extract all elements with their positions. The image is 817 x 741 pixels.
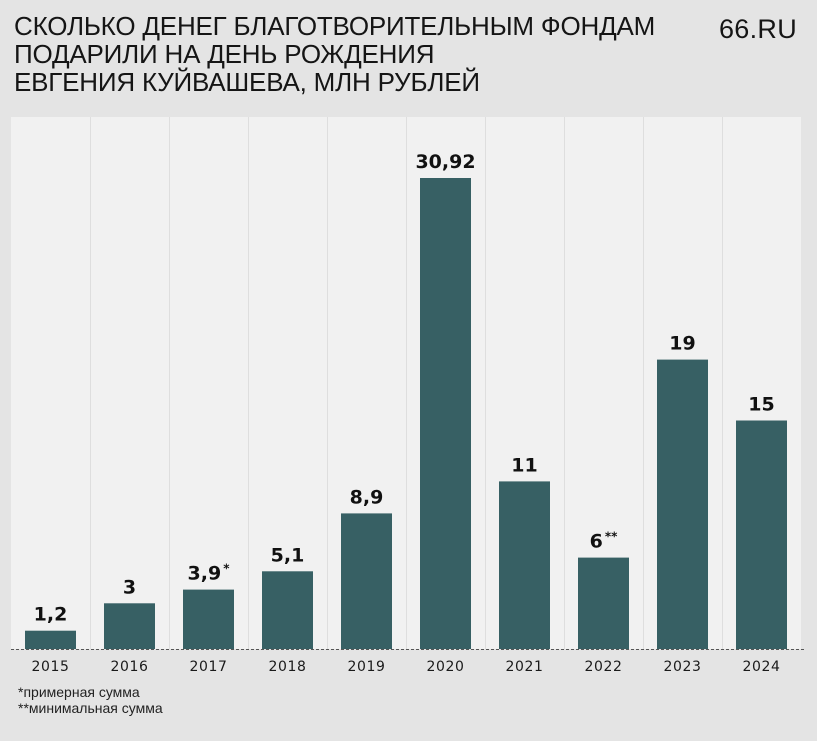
data-label-2019: 8,9: [350, 486, 384, 508]
footnote-mark: *: [223, 562, 230, 576]
data-label-2017: 3,9 *: [188, 562, 231, 585]
bar-2022: [578, 557, 629, 649]
data-label-value: 15: [748, 394, 774, 416]
x-tick-2015: 2015: [31, 659, 69, 675]
x-tick-2019: 2019: [347, 659, 385, 675]
x-tick-2017: 2017: [189, 659, 227, 675]
footnote-minimum: **минимальная сумма: [18, 700, 163, 716]
bar-2019: [341, 513, 392, 649]
data-label-2016: 3: [123, 576, 136, 598]
footnotes: *примерная сумма **минимальная сумма: [18, 684, 163, 716]
data-label-value: 30,92: [415, 151, 475, 173]
title-line-2: ПОДАРИЛИ НА ДЕНЬ РОЖДЕНИЯ: [14, 39, 435, 69]
x-tick-2024: 2024: [742, 659, 780, 675]
x-tick-2021: 2021: [505, 659, 543, 675]
data-label-2015: 1,2: [34, 604, 68, 626]
bar-2017: [183, 589, 234, 649]
x-tick-2023: 2023: [663, 659, 701, 675]
data-label-value: 3: [123, 576, 136, 598]
data-label-value: 5,1: [271, 544, 305, 566]
data-label-2023: 19: [669, 333, 695, 355]
bar-2023: [657, 359, 708, 649]
bar-2016: [104, 603, 155, 649]
data-label-2024: 15: [748, 394, 774, 416]
footnote-approximate: *примерная сумма: [18, 684, 140, 700]
x-tick-2018: 2018: [268, 659, 306, 675]
data-label-2021: 11: [511, 454, 537, 476]
data-label-2022: 6 **: [590, 530, 619, 553]
bar-2015: [25, 630, 76, 649]
data-label-2018: 5,1: [271, 544, 305, 566]
data-label-value: 11: [511, 454, 537, 476]
data-label-2020: 30,92: [415, 151, 475, 173]
data-label-value: 3,9: [188, 563, 222, 585]
x-tick-2020: 2020: [426, 659, 464, 675]
chart-title: СКОЛЬКО ДЕНЕГ БЛАГОТВОРИТЕЛЬНЫМ ФОНДАМ П…: [14, 12, 674, 96]
brand-logo-text: 66.RU: [718, 14, 797, 44]
data-label-value: 1,2: [34, 604, 68, 626]
title-line-1: СКОЛЬКО ДЕНЕГ БЛАГОТВОРИТЕЛЬНЫМ ФОНДАМ: [14, 11, 656, 41]
bar-2024: [736, 420, 787, 649]
bar-2018: [262, 571, 313, 649]
data-label-value: 19: [669, 333, 695, 355]
footnote-mark: **: [605, 530, 618, 544]
title-line-3: ЕВГЕНИЯ КУЙВАШЕВА, МЛН РУБЛЕЙ: [14, 67, 480, 97]
bar-2020: [420, 178, 471, 649]
x-tick-2016: 2016: [110, 659, 148, 675]
data-label-value: 6: [590, 531, 603, 553]
data-label-value: 8,9: [350, 486, 384, 508]
x-tick-2022: 2022: [584, 659, 622, 675]
bar-2021: [499, 481, 550, 649]
